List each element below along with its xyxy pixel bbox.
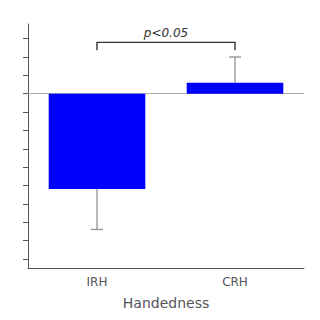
svg-text:CRH: CRH bbox=[222, 275, 248, 289]
svg-text:Handedness: Handedness bbox=[123, 295, 209, 311]
svg-text:IRH: IRH bbox=[87, 275, 108, 289]
svg-text:p<0.05: p<0.05 bbox=[143, 26, 188, 40]
